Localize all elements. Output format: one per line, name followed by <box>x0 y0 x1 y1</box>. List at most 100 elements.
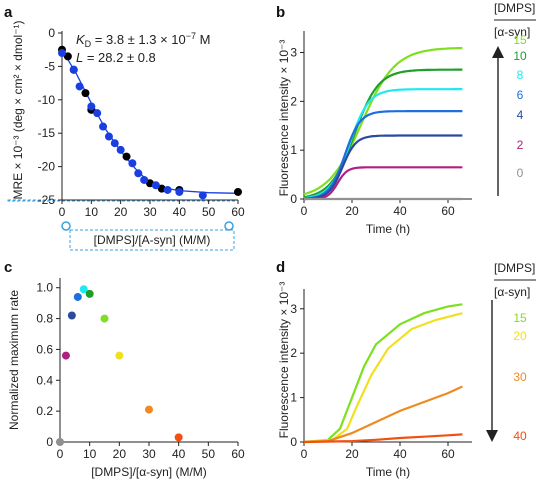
c-data-point <box>85 289 94 298</box>
d-x-tick-label: 0 <box>301 447 308 461</box>
panel-label-c: c <box>4 259 12 276</box>
c-data-point <box>174 433 183 442</box>
a-data-point <box>163 185 172 194</box>
a-y-tick-label: -5 <box>44 59 55 73</box>
a-data-point <box>104 132 113 141</box>
a-x-tick-label: 20 <box>114 205 128 219</box>
d-series-line <box>303 385 463 444</box>
a-data-point <box>81 89 90 98</box>
a-x-tick-label: 60 <box>231 205 245 219</box>
d-legend-title-bottom: [α-syn] <box>494 285 530 299</box>
d-ylabel: Fluorescence intensity × 10⁻³ <box>277 282 291 439</box>
a-data-point <box>175 187 184 196</box>
panel-label-b: b <box>276 4 285 21</box>
c-x-tick-label: 30 <box>142 447 156 461</box>
b-series-line <box>304 166 463 201</box>
c-x-tick-label: 10 <box>83 447 97 461</box>
c-data-point <box>67 311 76 320</box>
a-callout-box <box>69 229 235 251</box>
d-x-tick-label: 60 <box>441 447 455 461</box>
c-data-point <box>145 405 153 414</box>
c-x-tick-label: 60 <box>231 447 245 461</box>
a-data-point <box>75 82 84 91</box>
panel-label-d: d <box>276 259 285 276</box>
a-x-tick-label: 10 <box>85 205 99 219</box>
c-y-tick-label: 0.8 <box>36 312 53 326</box>
d-series-line <box>303 312 463 444</box>
a-data-point <box>140 175 149 184</box>
b-legend-title-top: [DMPS] <box>494 1 535 15</box>
d-y-tick-label: 3 <box>290 302 297 316</box>
d-legend-entry: 20 <box>513 329 527 343</box>
c-data-point <box>100 314 109 323</box>
a-data-point <box>122 152 131 161</box>
c-x-tick-label: 40 <box>172 447 186 461</box>
a-data-point <box>128 159 137 168</box>
b-legend-entry: 2 <box>517 138 524 152</box>
b-x-tick-label: 40 <box>393 204 407 218</box>
a-annotation-l: L = 28.2 ± 0.8 <box>76 50 156 65</box>
a-data-point <box>99 122 108 131</box>
b-series-line <box>303 110 463 200</box>
c-y-tick-label: 0.6 <box>36 342 53 356</box>
b-series-line <box>303 68 463 199</box>
a-y-tick-label: -20 <box>38 160 56 174</box>
b-y-tick-label: 1 <box>290 143 297 157</box>
b-legend-entry: 8 <box>517 68 524 82</box>
c-ylabel: Normalized maximum rate <box>7 290 21 430</box>
panel-label-a: a <box>4 4 13 21</box>
c-x-tick-label: 20 <box>113 447 127 461</box>
a-x-tick-label: 50 <box>202 205 216 219</box>
panel-a: MRE × 10⁻³ (deg × cm² × dmol⁻¹) KD = 3.8… <box>7 20 245 251</box>
c-data-point <box>61 351 70 360</box>
a-data-point <box>63 52 72 61</box>
a-data-point <box>234 187 242 196</box>
panel-c: Normalized maximum rate 0 10 20 30 40 50 60 0 0.… <box>7 278 245 479</box>
d-series-line <box>303 303 463 444</box>
d-legend-entry: 40 <box>513 429 527 443</box>
a-y-tick-label: -10 <box>38 93 56 107</box>
b-legend-entry: 4 <box>517 108 524 122</box>
b-legend-entry: 0 <box>517 166 524 180</box>
c-y-tick-label: 0.2 <box>36 404 53 418</box>
a-data-point <box>151 181 160 190</box>
a-x-tick-label: 40 <box>173 205 187 219</box>
b-y-tick-label: 3 <box>290 46 297 60</box>
b-x-tick-label: 20 <box>345 204 359 218</box>
a-y-tick-label: -15 <box>38 126 56 140</box>
a-annotation-kd: KD = 3.8 ± 1.3 × 10−7 M <box>76 31 210 49</box>
a-data-point <box>69 65 78 74</box>
d-series-line <box>303 433 463 444</box>
d-x-tick-label: 20 <box>345 447 359 461</box>
b-series-line <box>303 134 463 200</box>
a-fit-line <box>61 49 239 194</box>
a-y-tick-label: -25 <box>38 193 56 207</box>
c-x-tick-label: 50 <box>202 447 216 461</box>
a-xlabel: [DMPS]/[A-syn] (M/M) <box>94 233 211 247</box>
d-y-tick-label: 2 <box>290 346 297 360</box>
a-data-point <box>58 49 66 58</box>
c-y-tick-label: 0 <box>46 435 53 449</box>
d-y-tick-label: 1 <box>290 391 297 405</box>
c-y-tick-label: 1.0 <box>36 281 53 295</box>
d-legend-title-top: [DMPS] <box>494 261 535 275</box>
b-y-tick-label: 2 <box>290 94 297 108</box>
c-x-tick-label: 0 <box>57 447 64 461</box>
a-data-point <box>110 139 119 148</box>
d-x-tick-label: 40 <box>393 447 407 461</box>
a-y-tick-label: 0 <box>48 26 55 40</box>
b-x-tick-label: 60 <box>441 204 455 218</box>
d-arrow-head <box>486 430 498 442</box>
d-legend-entry: 30 <box>513 370 527 384</box>
panel-b: Fluorescence intensity × 10⁻³ [DMPS] [α-… <box>277 1 536 236</box>
b-arrow-head <box>492 46 504 58</box>
d-y-tick-label: 0 <box>290 435 297 449</box>
c-data-point <box>79 285 88 294</box>
d-xlabel: Time (h) <box>366 465 410 479</box>
a-x-tick-label: 30 <box>143 205 157 219</box>
b-legend-entry: 10 <box>513 49 527 63</box>
a-callout-circle-left <box>61 221 71 231</box>
d-legend-entry: 15 <box>513 311 527 325</box>
b-y-tick-label: 0 <box>290 192 297 206</box>
